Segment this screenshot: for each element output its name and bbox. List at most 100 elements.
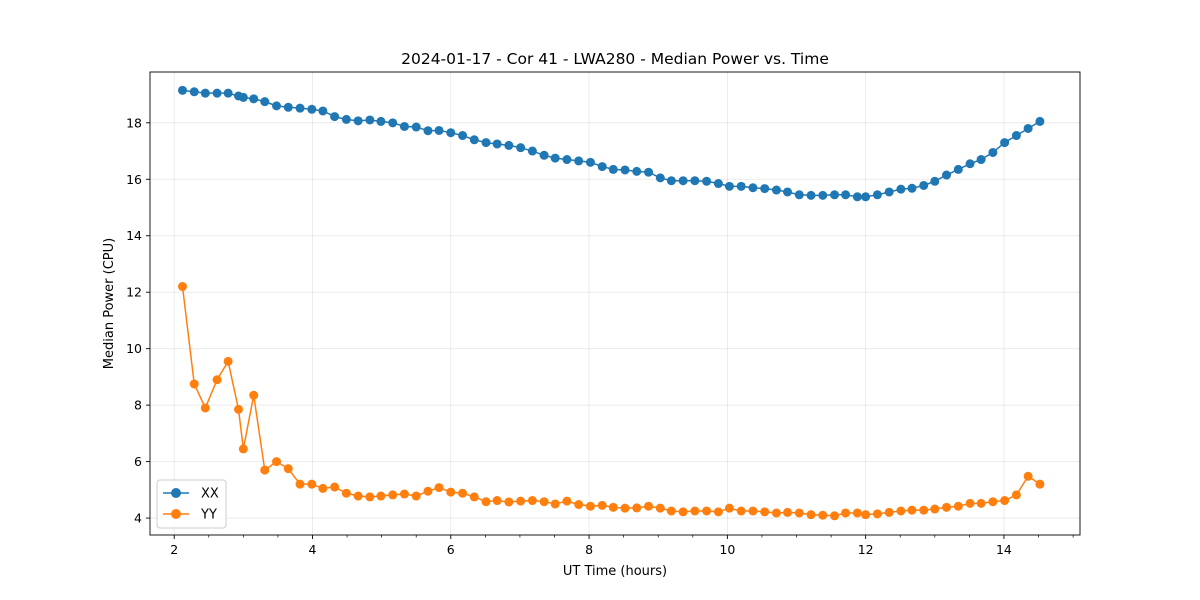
data-point-yy [702, 506, 712, 516]
data-point-xx [632, 166, 642, 176]
data-point-yy [539, 497, 549, 507]
data-point-yy [223, 356, 233, 366]
data-point-yy [942, 502, 952, 512]
data-point-yy [330, 482, 340, 492]
data-point-yy [724, 503, 734, 513]
data-point-yy [884, 507, 894, 517]
legend-entry-xx: XX [163, 487, 219, 502]
data-point-xx [884, 187, 894, 197]
data-point-yy [376, 491, 386, 501]
data-point-yy [1011, 490, 1021, 500]
data-point-xx [976, 155, 986, 165]
data-point-yy [353, 491, 363, 501]
data-point-yy [760, 507, 770, 517]
data-point-yy [527, 496, 537, 506]
data-point-xx [988, 147, 998, 157]
data-point-yy [365, 492, 375, 502]
legend: XX YY [156, 479, 227, 529]
data-point-yy [458, 488, 468, 498]
data-point-yy [388, 490, 398, 500]
data-point-yy [307, 479, 317, 489]
data-point-yy [341, 488, 351, 498]
data-point-yy [988, 497, 998, 507]
series-layer [178, 85, 1045, 521]
y-tick-label: 4 [134, 511, 142, 526]
data-point-yy [736, 506, 746, 516]
legend-label-xx: XX [201, 487, 219, 502]
chart-title: 2024-01-17 - Cor 41 - LWA280 - Median Po… [401, 50, 829, 68]
data-point-yy [562, 496, 572, 506]
data-point-xx [896, 184, 906, 194]
data-point-yy [748, 506, 758, 516]
data-point-yy [504, 497, 514, 507]
data-point-xx [481, 138, 491, 148]
data-point-yy [806, 510, 816, 520]
y-axis-label: Median Power (CPU) [102, 238, 117, 369]
data-point-yy [655, 503, 665, 513]
data-point-yy [411, 491, 421, 501]
y-tick-label: 12 [126, 285, 142, 300]
data-point-xx [736, 181, 746, 191]
data-point-xx [434, 125, 444, 135]
data-point-xx [574, 156, 584, 166]
data-point-xx [399, 121, 409, 131]
data-point-xx [189, 87, 199, 97]
data-point-xx [562, 155, 572, 165]
data-point-yy [178, 282, 187, 292]
data-point-yy [620, 503, 630, 513]
data-point-xx [411, 122, 421, 132]
grid-lines [150, 72, 1080, 535]
plot-frame [149, 71, 1081, 536]
data-point-yy [608, 502, 618, 512]
data-point-xx [1023, 123, 1033, 133]
data-point-xx [1000, 138, 1010, 148]
data-point-xx [678, 176, 688, 186]
data-point-yy [794, 508, 804, 518]
data-point-yy [492, 496, 502, 506]
data-point-xx [1011, 131, 1021, 141]
data-point-xx [794, 190, 804, 200]
data-point-yy [234, 404, 244, 414]
data-point-xx [330, 112, 340, 122]
data-point-yy [550, 499, 560, 509]
data-point-yy [976, 498, 986, 508]
data-point-xx [783, 187, 793, 197]
data-point-xx [376, 116, 386, 126]
data-point-xx [806, 190, 816, 200]
x-axis-ticks: 2 4 6 8 10 12 14 [170, 535, 1074, 557]
x-axis-label: UT Time (hours) [563, 564, 667, 579]
data-point-yy [713, 507, 723, 517]
data-point-yy [399, 489, 409, 499]
x-tick-label: 10 [719, 542, 735, 557]
data-point-yy [965, 498, 975, 508]
data-point-yy [434, 483, 444, 493]
data-point-xx [388, 118, 398, 128]
data-point-xx [516, 143, 526, 153]
data-point-xx [907, 183, 917, 193]
data-point-yy [574, 500, 584, 510]
data-point-xx [1035, 116, 1045, 126]
y-tick-label: 8 [134, 398, 142, 413]
data-point-xx [223, 88, 233, 98]
y-axis-ticks: 4 6 8 10 12 14 16 18 [126, 115, 150, 526]
data-point-yy [516, 496, 526, 506]
data-point-xx [771, 185, 781, 195]
data-point-xx [620, 165, 630, 175]
legend-marker-yy [171, 509, 181, 519]
data-point-xx [283, 102, 293, 112]
data-point-xx [702, 176, 712, 186]
data-point-yy [597, 500, 607, 510]
data-point-yy [295, 479, 305, 489]
data-point-yy [469, 492, 479, 502]
data-point-yy [818, 510, 828, 520]
data-point-xx [539, 150, 549, 160]
data-point-xx [550, 153, 560, 163]
x-tick-label: 12 [858, 542, 874, 557]
data-point-yy [632, 503, 642, 513]
data-point-xx [818, 190, 828, 200]
data-point-xx [930, 176, 940, 186]
data-point-yy [771, 508, 781, 518]
data-point-yy [1000, 496, 1010, 506]
data-point-xx [295, 103, 305, 113]
